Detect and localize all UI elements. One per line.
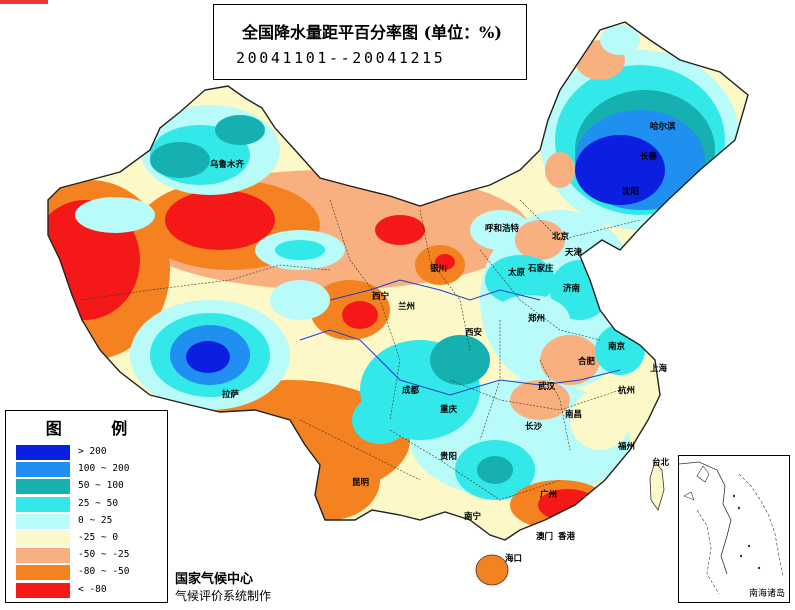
city-label: 南宁 — [464, 512, 482, 522]
city-label: 广州 — [540, 490, 558, 500]
legend-item: < -80 — [16, 582, 166, 599]
legend-swatch — [16, 513, 70, 529]
city-label: 石家庄 — [528, 264, 554, 274]
city-label: 南昌 — [565, 410, 583, 420]
city-label: 呼和浩特 — [485, 224, 520, 234]
city-label: 长春 — [640, 152, 658, 162]
legend-label: 50 ~ 100 — [78, 480, 124, 492]
legend-label: 0 ~ 25 — [78, 514, 113, 526]
legend-label: 25 ~ 50 — [78, 497, 119, 509]
city-label: 福州 — [618, 442, 636, 452]
city-label: 重庆 — [440, 405, 458, 415]
city-label: 海口 — [505, 554, 523, 564]
city-label: 贵阳 — [440, 452, 458, 462]
city-label: 郑州 — [528, 314, 546, 324]
city-label: 乌鲁木齐 — [210, 160, 245, 170]
legend-swatch — [16, 496, 70, 512]
city-label: 香港 — [558, 532, 576, 542]
inset-map — [678, 461, 784, 595]
city-label: 澳门 — [536, 532, 554, 542]
legend-title: 图 例 — [45, 419, 150, 438]
legend-label: -50 ~ -25 — [78, 549, 130, 561]
legend-label: -80 ~ -50 — [78, 566, 130, 578]
city-label: 南京 — [608, 342, 626, 352]
city-label: 昆明 — [352, 478, 370, 488]
legend-item: 25 ~ 50 — [16, 496, 166, 513]
city-label: 沈阳 — [622, 187, 640, 197]
city-label: 武汉 — [538, 382, 556, 392]
legend-swatch — [16, 462, 70, 478]
legend-item: -25 ~ 0 — [16, 531, 166, 547]
city-label: 成都 — [402, 386, 420, 396]
organization-name: 国家气候中心 — [175, 572, 254, 587]
city-label: 上海 — [650, 364, 668, 374]
city-label: 合肥 — [578, 357, 596, 367]
corner-mark — [0, 0, 48, 4]
legend: 图 例 > 200 100 ~ 200 50 ~ 100 25 ~ 50 0 ~ 25 -… — [5, 410, 168, 603]
city-label: 天津 — [565, 248, 583, 258]
legend-item: > 200 — [16, 445, 166, 461]
legend-swatch — [16, 531, 70, 546]
legend-label: 100 ~ 200 — [78, 463, 130, 475]
city-label: 杭州 — [618, 386, 636, 396]
legend-label: < -80 — [78, 583, 107, 595]
city-label: 西宁 — [372, 292, 390, 302]
city-label: 济南 — [563, 284, 581, 294]
city-label: 太原 — [508, 268, 526, 278]
city-label: 北京 — [552, 232, 570, 242]
map-title-box: 全国降水量距平百分率图 (单位：%) 20041101--20041215 — [213, 4, 527, 80]
legend-item: -50 ~ -25 — [16, 548, 166, 564]
legend-swatch — [16, 548, 70, 564]
legend-item: 0 ~ 25 — [16, 513, 166, 530]
inset-label: 南海诸岛 — [748, 589, 785, 599]
map-period: 20041101--20041215 — [236, 49, 446, 67]
legend-swatch — [16, 479, 70, 495]
legend-item: 100 ~ 200 — [16, 462, 166, 478]
city-label: 兰州 — [398, 302, 416, 312]
city-label: 台北 — [652, 458, 670, 468]
legend-item: -80 ~ -50 — [16, 565, 166, 581]
city-label: 哈尔滨 — [650, 122, 676, 132]
south-china-sea-inset: 南海诸岛 — [678, 455, 790, 603]
city-label: 长沙 — [525, 422, 543, 432]
legend-swatch — [16, 445, 70, 460]
legend-swatch — [16, 582, 70, 598]
organization-subtitle: 气候评价系统制作 — [175, 589, 272, 603]
legend-item: 50 ~ 100 — [16, 479, 166, 495]
legend-swatch — [16, 565, 70, 581]
legend-label: > 200 — [78, 446, 107, 457]
legend-label: -25 ~ 0 — [78, 532, 119, 543]
map-title: 全国降水量距平百分率图 (单位：%) — [242, 23, 502, 42]
city-label: 银川 — [430, 264, 448, 274]
city-label: 拉萨 — [222, 390, 240, 400]
city-label: 西安 — [465, 328, 483, 338]
